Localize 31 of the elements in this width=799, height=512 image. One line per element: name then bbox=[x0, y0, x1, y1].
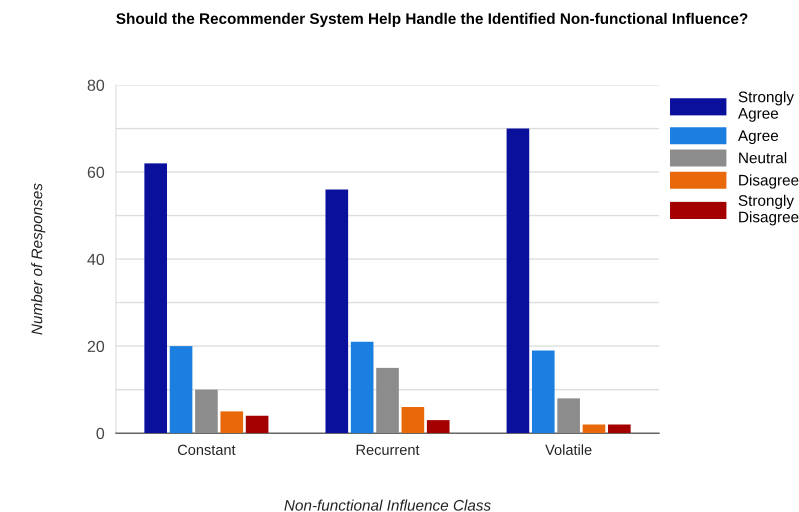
bar bbox=[608, 424, 631, 434]
y-axis-title: Number of Responses bbox=[31, 183, 46, 335]
bar bbox=[325, 189, 348, 434]
bar bbox=[144, 163, 168, 434]
bar bbox=[350, 342, 374, 434]
bar bbox=[582, 424, 606, 434]
x-tick-label: Constant bbox=[178, 444, 236, 455]
bar bbox=[557, 398, 580, 434]
x-axis-title: Non-functional Influence Class bbox=[284, 500, 491, 511]
bar bbox=[246, 416, 268, 434]
bar bbox=[402, 407, 424, 434]
legend-label: Disagree bbox=[739, 174, 798, 189]
bar bbox=[170, 346, 192, 434]
chart-title: Should the Recommender System Help Handle the Identified Non-functional Influence? bbox=[116, 12, 748, 28]
bar bbox=[220, 411, 244, 434]
y-tick-label: 20 bbox=[88, 340, 104, 352]
y-tick-label: 60 bbox=[88, 166, 104, 178]
bar bbox=[426, 420, 450, 434]
legend-label: Strongly Disagree bbox=[738, 194, 798, 226]
x-tick-label: Volatile bbox=[545, 444, 592, 455]
x-tick-label: Recurrent bbox=[356, 444, 420, 455]
y-tick-label: 0 bbox=[96, 428, 104, 440]
y-tick-label: 80 bbox=[88, 80, 104, 91]
bar bbox=[532, 350, 555, 434]
bar bbox=[195, 390, 218, 434]
legend-label: Agree bbox=[738, 130, 778, 144]
bar bbox=[506, 128, 530, 434]
bar bbox=[376, 368, 399, 434]
y-tick-label: 40 bbox=[87, 254, 104, 266]
legend-label: Strongly Agree bbox=[738, 91, 794, 122]
legend-label: Neutral bbox=[739, 152, 786, 164]
